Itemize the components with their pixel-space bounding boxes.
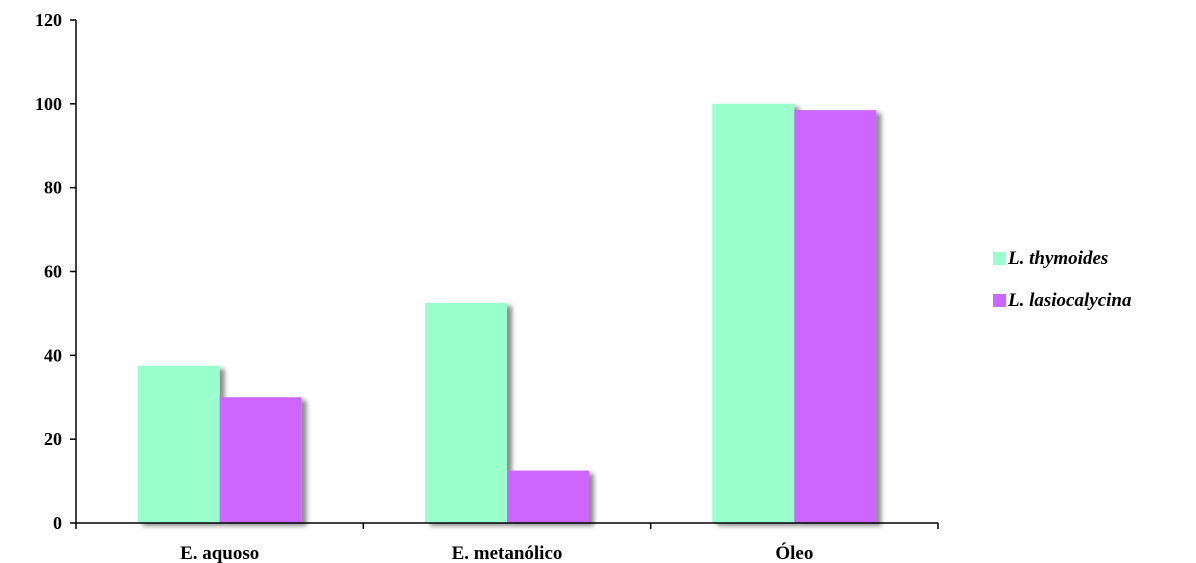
category-label: E. aquoso bbox=[180, 543, 259, 563]
category-label: Óleo bbox=[775, 542, 813, 563]
bar-thymoides-2 bbox=[712, 103, 795, 523]
y-ticks bbox=[70, 19, 76, 524]
bar-lasiocalycina-1 bbox=[507, 470, 589, 523]
y-tick-label: 120 bbox=[35, 10, 62, 30]
y-tick-label: 100 bbox=[35, 94, 62, 114]
bar-thymoides-1 bbox=[425, 302, 507, 523]
y-tick-label: 60 bbox=[44, 262, 62, 282]
legend-swatch bbox=[993, 252, 1006, 265]
x-ticks bbox=[75, 523, 939, 529]
y-tick-label: 20 bbox=[44, 429, 62, 449]
category-labels: E. aquoso E. metanólico Óleo bbox=[180, 542, 813, 563]
bars bbox=[137, 103, 877, 523]
legend: L. thymoides L. lasiocalycina bbox=[993, 248, 1132, 311]
y-tick-label: 40 bbox=[44, 345, 62, 365]
y-tick-label: 80 bbox=[44, 178, 62, 198]
category-label: E. metanólico bbox=[452, 543, 563, 563]
y-tick-labels: 0 20 40 60 80 100 120 bbox=[35, 10, 62, 533]
legend-swatch bbox=[993, 294, 1006, 307]
bar-thymoides-0 bbox=[137, 365, 220, 523]
y-tick-label: 0 bbox=[53, 513, 62, 533]
bar-lasiocalycina-2 bbox=[794, 110, 877, 523]
legend-label: L. lasiocalycina bbox=[1007, 290, 1132, 311]
legend-label: L. thymoides bbox=[1007, 248, 1108, 269]
bar-lasiocalycina-0 bbox=[219, 397, 302, 523]
